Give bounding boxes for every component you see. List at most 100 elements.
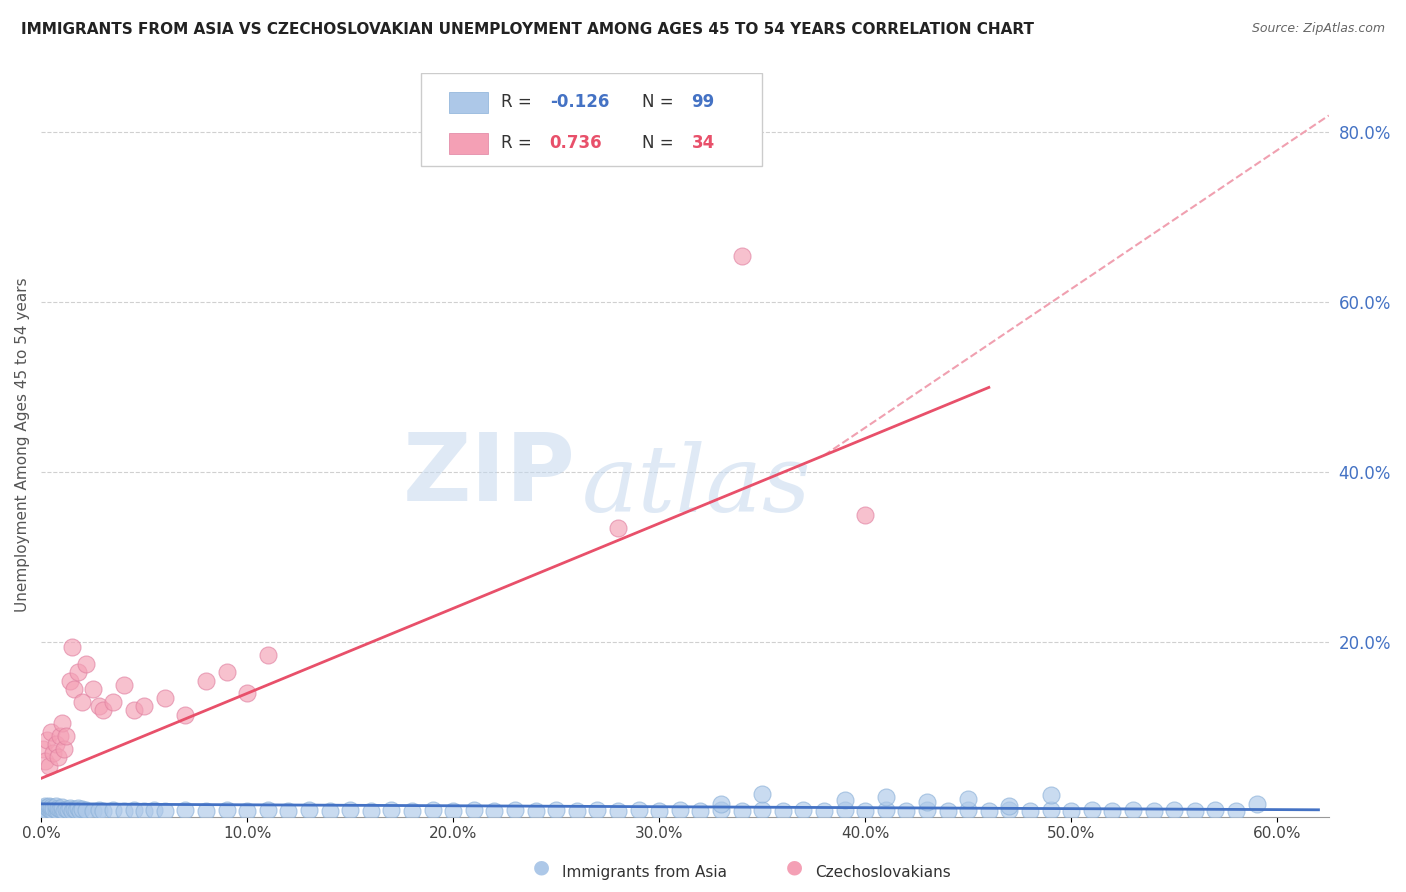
Point (194, 673, 217, 688)
Point (896, 804, 918, 818)
Text: -0.126: -0.126 (550, 93, 609, 111)
Point (441, 804, 464, 818)
Point (41, 803, 63, 817)
Point (1081, 803, 1104, 817)
Point (834, 803, 856, 817)
Point (42, 801, 65, 815)
Point (977, 804, 1000, 818)
Point (38, 798, 60, 813)
Point (72, 695, 94, 709)
Point (215, 665, 238, 680)
Point (915, 795, 938, 809)
Point (236, 686, 259, 700)
Point (772, 804, 794, 818)
FancyBboxPatch shape (420, 73, 762, 166)
Point (298, 803, 321, 817)
Point (48, 729, 70, 743)
Point (710, 797, 733, 811)
Point (75, 803, 97, 817)
Point (730, 249, 752, 263)
Point (87, 803, 110, 817)
Point (875, 790, 897, 805)
Point (103, 803, 125, 817)
Point (91, 804, 114, 818)
Point (957, 803, 980, 817)
Point (51, 716, 73, 731)
Point (59, 673, 82, 688)
Point (91, 703, 114, 717)
Text: ZIP: ZIP (402, 428, 575, 521)
Point (463, 803, 485, 817)
Point (42, 804, 65, 818)
Point (134, 804, 156, 818)
Point (75, 657, 97, 671)
FancyBboxPatch shape (450, 92, 488, 113)
Point (813, 804, 835, 818)
Point (37, 800, 59, 814)
Point (60, 640, 83, 654)
Point (360, 804, 382, 818)
Point (1204, 803, 1226, 817)
Point (236, 804, 259, 818)
Point (998, 803, 1021, 817)
Point (42, 746, 65, 760)
Point (380, 803, 402, 817)
Point (648, 804, 671, 818)
Point (122, 703, 145, 717)
Point (1019, 804, 1042, 818)
Point (1039, 803, 1062, 817)
Point (853, 804, 876, 818)
Point (103, 695, 125, 709)
FancyBboxPatch shape (450, 133, 488, 154)
Point (55, 729, 77, 743)
Text: Czechoslovakians: Czechoslovakians (815, 865, 952, 880)
Point (41, 800, 63, 814)
Point (484, 804, 506, 818)
Text: Source: ZipAtlas.com: Source: ZipAtlas.com (1251, 22, 1385, 36)
Point (87, 699, 110, 714)
Text: R =: R = (501, 93, 531, 111)
Point (256, 803, 278, 817)
Point (915, 803, 938, 817)
Point (174, 803, 197, 817)
Point (67, 665, 90, 680)
Point (52, 741, 75, 756)
Point (37, 733, 59, 747)
Point (55, 802, 77, 816)
Point (875, 803, 897, 817)
Text: atlas: atlas (582, 441, 811, 531)
Point (1060, 804, 1083, 818)
Point (936, 804, 959, 818)
Text: 34: 34 (692, 134, 714, 152)
Point (751, 803, 773, 817)
Point (72, 802, 94, 816)
Point (318, 804, 340, 818)
Point (957, 791, 980, 805)
Point (60, 804, 83, 818)
Point (52, 804, 75, 818)
Point (46, 801, 69, 815)
Point (1184, 804, 1206, 818)
Text: ●: ● (786, 857, 803, 876)
Point (143, 803, 166, 817)
Point (63, 802, 86, 816)
Point (48, 802, 70, 816)
Point (44, 803, 66, 817)
Point (34, 803, 56, 817)
Point (689, 804, 711, 818)
Point (256, 648, 278, 662)
Point (1143, 804, 1166, 818)
Point (1122, 803, 1144, 817)
Point (32, 801, 55, 815)
Point (44, 737, 66, 751)
Text: Immigrants from Asia: Immigrants from Asia (562, 865, 727, 880)
Point (82, 804, 104, 818)
Point (586, 803, 609, 817)
Point (834, 792, 856, 806)
Point (627, 803, 650, 817)
Text: R =: R = (501, 134, 531, 152)
Point (69, 804, 91, 818)
Point (853, 508, 876, 522)
Point (668, 803, 690, 817)
Point (1163, 803, 1185, 817)
